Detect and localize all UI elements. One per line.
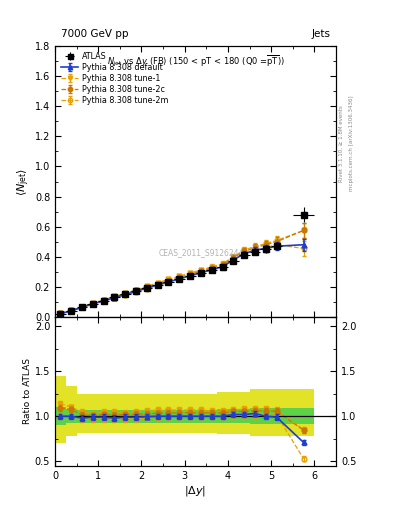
Y-axis label: Ratio to ATLAS: Ratio to ATLAS: [23, 358, 32, 424]
Text: $N_{\rm jet}$ vs $\Delta y$ (FB) (150 < pT < 180 (Q0 =$\overline{\rm pT}$)): $N_{\rm jet}$ vs $\Delta y$ (FB) (150 < …: [107, 54, 285, 69]
Text: mcplots.cern.ch [arXiv:1306.3436]: mcplots.cern.ch [arXiv:1306.3436]: [349, 96, 354, 191]
Text: Rivet 3.1.10, ≥ 1.8M events: Rivet 3.1.10, ≥ 1.8M events: [339, 105, 344, 182]
Text: 7000 GeV pp: 7000 GeV pp: [61, 29, 128, 39]
Text: Jets: Jets: [311, 29, 331, 39]
Y-axis label: $\langle N_{\rm jet}\rangle$: $\langle N_{\rm jet}\rangle$: [16, 167, 32, 196]
Text: CEAS_2011_S9126244: CEAS_2011_S9126244: [159, 248, 244, 257]
X-axis label: $|\Delta y|$: $|\Delta y|$: [184, 483, 207, 498]
Legend: ATLAS, Pythia 8.308 default, Pythia 8.308 tune-1, Pythia 8.308 tune-2c, Pythia 8: ATLAS, Pythia 8.308 default, Pythia 8.30…: [59, 50, 170, 106]
